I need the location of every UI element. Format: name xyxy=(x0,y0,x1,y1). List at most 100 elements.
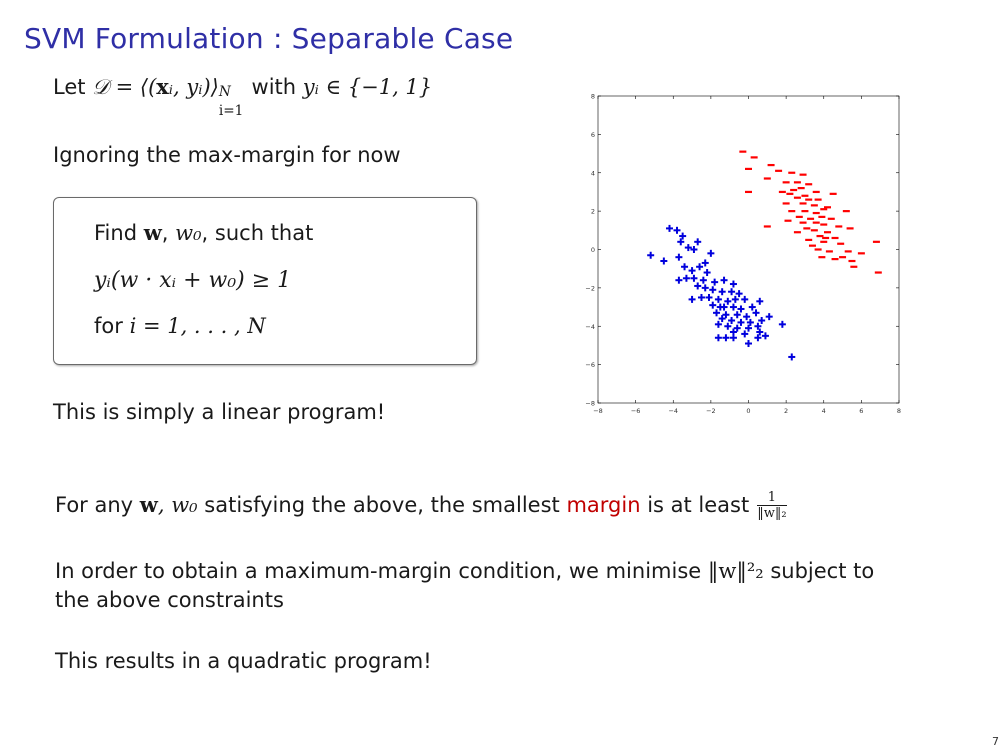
blue-plus-point xyxy=(729,280,737,288)
y-tick-label: −8 xyxy=(585,400,595,408)
y-tick-label: −4 xyxy=(585,323,595,331)
blue-plus-point xyxy=(729,303,737,311)
blue-plus-point xyxy=(711,278,719,286)
find-comma: , xyxy=(161,221,176,245)
blue-plus-point xyxy=(731,295,739,303)
ignoring-text: Ignoring the max-margin for now xyxy=(53,143,401,167)
blue-plus-point xyxy=(709,286,717,294)
x-tick-label: 8 xyxy=(897,407,901,413)
blue-plus-point xyxy=(690,274,698,282)
for-any-mid: satisfying the above, the smallest xyxy=(197,493,567,517)
blue-plus-point xyxy=(733,324,741,332)
margin-statement: For any w, w₀ satisfying the above, the … xyxy=(55,490,787,522)
blue-plus-point xyxy=(694,282,702,290)
y-tick-label: 6 xyxy=(591,131,595,139)
y-tick-label: −2 xyxy=(585,284,595,292)
x-tick-label: 6 xyxy=(859,407,863,413)
blue-plus-point xyxy=(745,324,752,332)
order-suffix: subject to xyxy=(763,559,875,583)
blue-plus-point xyxy=(709,301,717,309)
blue-plus-point xyxy=(696,263,704,271)
scatter-plot: −8 −6 −4 −2 0 2 4 6 8 8 6 4 2 0 −2 −4 −6 −8 xyxy=(585,93,901,414)
blue-plus-point xyxy=(722,334,730,342)
margin-word: margin xyxy=(566,493,641,517)
blue-plus-point xyxy=(690,246,698,253)
x-tick-label: 0 xyxy=(746,407,750,413)
let-math-rest: ᵢ, yᵢ)⟩ xyxy=(168,75,219,99)
blue-plus-point xyxy=(714,320,722,328)
blue-plus-point xyxy=(743,313,751,321)
y-tick-label: 4 xyxy=(591,169,595,177)
blue-plus-point xyxy=(675,276,683,284)
blue-plus-point xyxy=(754,322,762,330)
let-math-y: yᵢ ∈ {−1, 1} xyxy=(302,75,433,99)
blue-plus-point xyxy=(728,316,736,324)
blue-plus-point xyxy=(724,297,732,305)
blue-plus-point xyxy=(699,276,707,284)
blue-plus-point xyxy=(778,320,786,328)
blue-plus-point xyxy=(758,316,766,324)
y-tick-label: 2 xyxy=(591,208,595,216)
blue-plus-point xyxy=(707,249,715,257)
blue-plus-point xyxy=(765,313,773,321)
blue-plus-point xyxy=(748,303,756,311)
blue-plus-point xyxy=(735,290,743,298)
blue-plus-point xyxy=(761,332,769,340)
blue-plus-point xyxy=(688,295,696,303)
for-math: i = 1, . . . , N xyxy=(129,314,266,338)
for-any-end: is at least xyxy=(640,493,750,517)
blue-plus-point xyxy=(733,311,741,319)
blue-plus-point xyxy=(756,328,764,336)
blue-plus-point xyxy=(673,226,681,234)
blue-plus-point xyxy=(718,315,726,323)
blue-plus-point xyxy=(705,293,713,301)
constraint-formula: yᵢ(w · xᵢ + w₀) ≥ 1 xyxy=(94,268,292,293)
blue-plus-point xyxy=(720,276,728,284)
constraint-box: Find w, w₀, such that yᵢ(w · xᵢ + w₀) ≥ … xyxy=(53,197,477,365)
for-any-w: w xyxy=(139,492,158,517)
x-tick-label: −8 xyxy=(593,407,603,413)
blue-plus-point xyxy=(684,244,692,252)
for-any-prefix: For any xyxy=(55,493,140,517)
blue-plus-point xyxy=(697,293,705,301)
let-math-D: 𝒟 = ⟨( xyxy=(92,75,157,99)
linear-program-text: This is simply a linear program! xyxy=(53,400,386,424)
blue-plus-point xyxy=(737,318,745,326)
max-margin-statement-line2: the above constraints xyxy=(55,588,284,612)
blue-plus-point xyxy=(745,340,752,348)
order-prefix: In order to obtain a maximum-margin cond… xyxy=(55,559,708,583)
blue-plus-point xyxy=(714,334,722,342)
blue-plus-point xyxy=(665,224,673,232)
find-line: Find w, w₀, such that xyxy=(94,220,313,245)
for-line: for i = 1, . . . , N xyxy=(94,314,266,338)
blue-plus-point xyxy=(677,238,685,246)
blue-plus-point xyxy=(681,263,689,271)
page-number: 7 xyxy=(992,735,999,748)
blue-plus-point xyxy=(722,311,730,319)
let-math-x: x xyxy=(156,74,169,99)
x-tick-label: −4 xyxy=(668,407,678,413)
find-suffix: , such that xyxy=(201,221,314,245)
blue-plus-point xyxy=(647,251,655,259)
blue-plus-point xyxy=(703,269,711,277)
blue-plus-point xyxy=(729,334,737,342)
x-tick-label: −6 xyxy=(631,407,641,413)
blue-plus-point xyxy=(746,318,754,326)
plot-frame xyxy=(597,95,900,404)
find-w: w xyxy=(143,220,162,245)
blue-plus-point xyxy=(714,295,722,303)
blue-plus-point xyxy=(701,284,709,292)
blue-plus-point xyxy=(718,288,726,296)
find-prefix: Find xyxy=(94,221,144,245)
blue-plus-point xyxy=(756,297,764,305)
let-with: with xyxy=(244,75,303,99)
blue-plus-point xyxy=(682,274,690,282)
slide-title: SVM Formulation : Separable Case xyxy=(24,22,514,55)
find-w0: w₀ xyxy=(175,221,202,245)
blue-plus-point xyxy=(716,303,724,311)
order-math: ‖w‖²₂ xyxy=(707,559,764,583)
quadratic-program-text: This results in a quadratic program! xyxy=(55,649,432,673)
blue-plus-point xyxy=(741,295,749,303)
fraction-denominator: ‖w‖₂ xyxy=(757,506,787,521)
